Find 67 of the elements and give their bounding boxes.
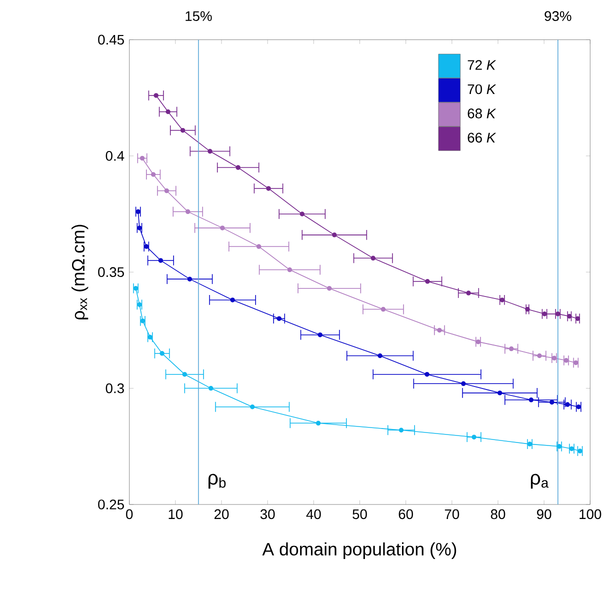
point xyxy=(164,188,170,194)
point xyxy=(425,279,430,284)
x-tick-label: 40 xyxy=(306,509,321,520)
point xyxy=(187,276,192,282)
point xyxy=(220,226,225,230)
point xyxy=(166,109,170,114)
point xyxy=(424,372,430,377)
y-tick-label: 0.45 xyxy=(98,34,124,45)
x-tick-label: 80 xyxy=(490,509,506,520)
y-axis-title: ρ$_{xx}$ (mΩ.cm) xyxy=(72,224,88,320)
x-tick-label: 70 xyxy=(444,509,460,520)
legend-label: 66 K xyxy=(468,132,496,143)
point xyxy=(250,404,255,410)
point xyxy=(472,434,476,440)
x-tick-label: 10 xyxy=(168,509,183,520)
x-axis-title: A domain population (%) xyxy=(262,542,456,560)
x-tick-label: 20 xyxy=(214,509,229,520)
x-tick-label: 30 xyxy=(260,509,275,520)
point xyxy=(326,286,332,291)
point xyxy=(276,316,282,322)
point xyxy=(180,128,186,133)
x-tick-label: 50 xyxy=(352,509,367,520)
point xyxy=(318,332,322,338)
annotation: ρ$_{b}$ xyxy=(208,474,226,489)
point xyxy=(370,256,376,261)
point xyxy=(316,420,321,426)
point xyxy=(300,212,305,216)
legend-label: 70 K xyxy=(468,84,496,94)
point xyxy=(461,381,466,386)
point xyxy=(497,390,502,396)
point xyxy=(154,93,158,98)
legend-label: 72 K xyxy=(468,60,496,70)
point xyxy=(230,298,235,302)
y-tick-label: 0.25 xyxy=(98,500,124,510)
point xyxy=(528,398,534,402)
point xyxy=(150,172,156,177)
point xyxy=(158,258,164,263)
point xyxy=(508,346,514,352)
point xyxy=(160,351,164,356)
point xyxy=(140,156,145,161)
point xyxy=(437,328,442,333)
point xyxy=(398,428,404,433)
ref-line-label: 93% xyxy=(544,11,572,22)
point xyxy=(208,386,214,391)
point xyxy=(378,353,382,358)
annotation: ρ$_{a}$ xyxy=(530,474,549,489)
point xyxy=(380,307,386,312)
point xyxy=(208,148,212,154)
point xyxy=(186,209,190,214)
x-tick-label: 60 xyxy=(398,509,413,520)
y-tick-label: 0.3 xyxy=(106,383,124,394)
point xyxy=(550,400,554,405)
x-tick-label: 90 xyxy=(537,509,552,520)
legend-label: 68 K xyxy=(468,108,496,118)
ref-line-label: 15% xyxy=(186,11,212,22)
point xyxy=(466,290,471,296)
y-tick-label: 0.4 xyxy=(106,151,124,161)
y-tick-label: 0.35 xyxy=(98,267,124,278)
point xyxy=(266,186,271,191)
point xyxy=(182,372,188,377)
x-tick-label: 100 xyxy=(580,509,602,520)
point xyxy=(236,165,240,170)
point xyxy=(537,353,542,358)
point xyxy=(287,268,292,272)
point xyxy=(332,232,337,238)
point xyxy=(256,244,262,250)
x-tick-label: 0 xyxy=(126,509,133,520)
